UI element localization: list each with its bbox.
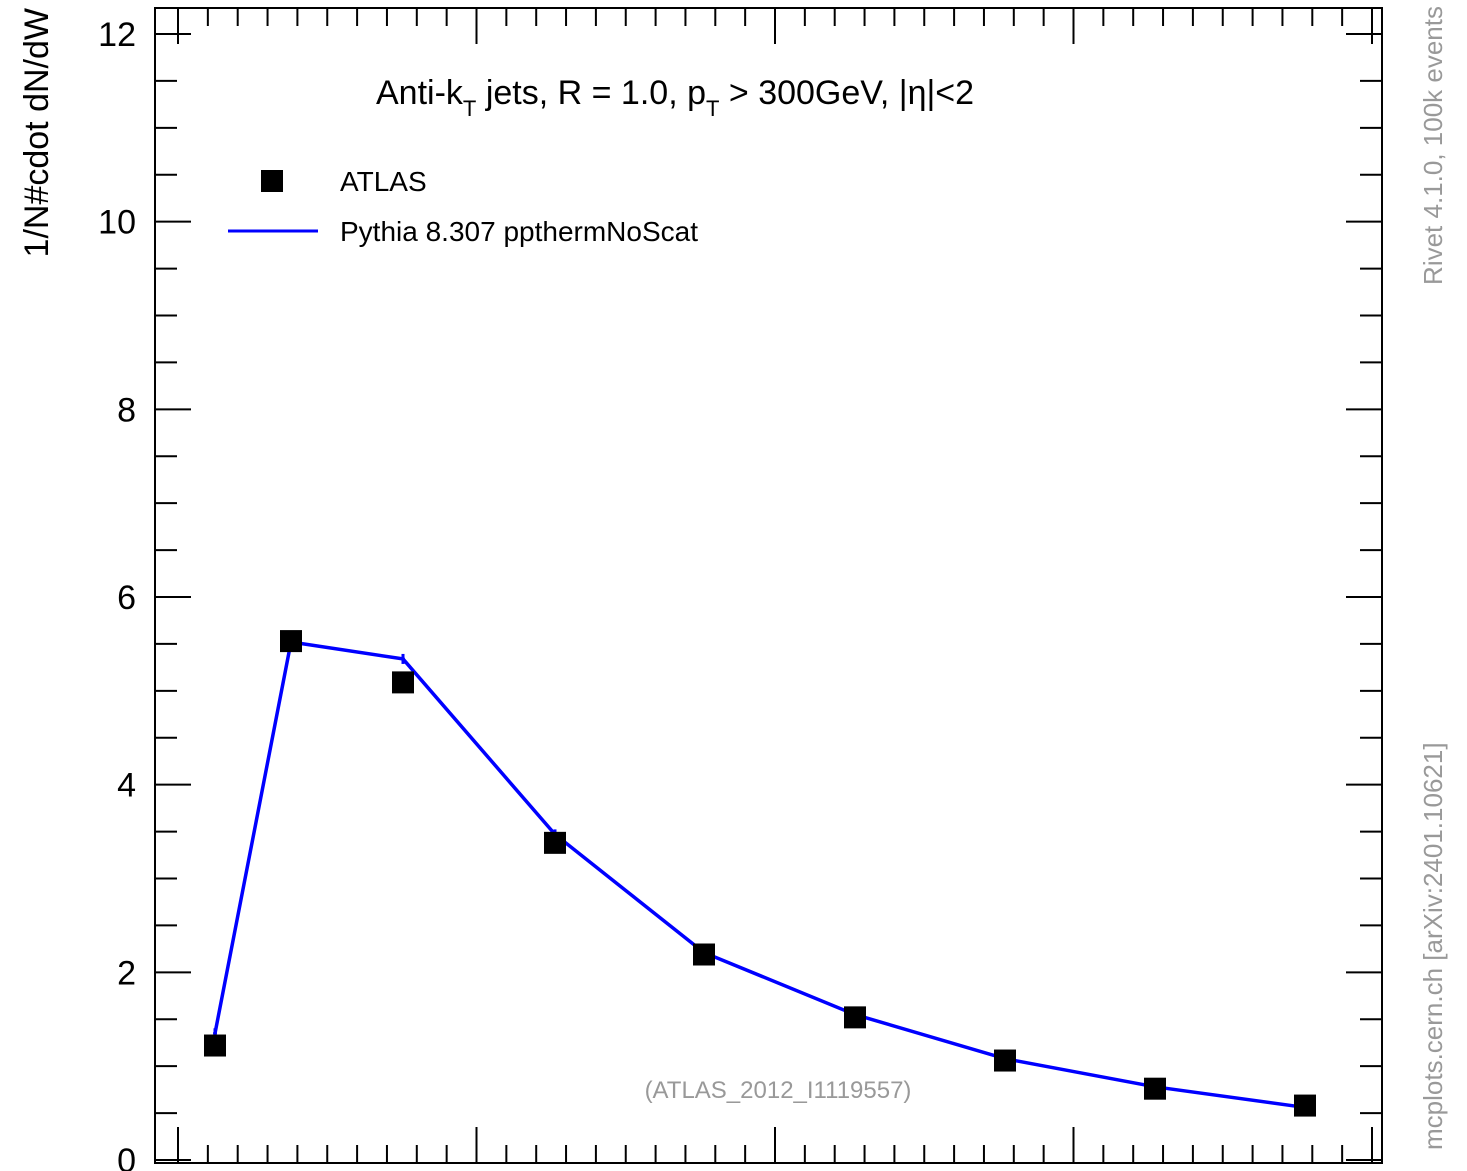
y-tick-labels: 0 2 4 6 8 10 12	[98, 16, 136, 1171]
axis-ticks	[155, 8, 1382, 1163]
pythia-line	[213, 640, 1306, 1110]
atlas-point	[204, 1034, 226, 1057]
y-tick-label: 0	[117, 1142, 136, 1171]
atlas-point	[280, 630, 302, 653]
title-mid: jets, R = 1.0, p	[476, 74, 706, 112]
atlas-point	[994, 1049, 1016, 1072]
y-tick-label: 6	[117, 579, 136, 617]
atlas-point	[1144, 1077, 1166, 1100]
mcplots-source-text: mcplots.cern.ch [arXiv:2401.10621]	[1418, 742, 1448, 1150]
atlas-point	[844, 1006, 866, 1029]
atlas-point	[392, 671, 414, 694]
atlas-point	[693, 943, 715, 966]
legend-marker-atlas	[261, 170, 283, 192]
plot-frame	[154, 7, 1383, 1164]
pythia-point	[213, 1031, 217, 1036]
y-tick-label: 10	[98, 204, 136, 242]
y-tick-label: 8	[117, 391, 136, 429]
title-sub-2: T	[706, 96, 719, 121]
rivet-version-text: Rivet 4.1.0, 100k events	[1418, 6, 1448, 285]
series-pythia	[213, 637, 1307, 1113]
y-tick-label: 12	[98, 16, 136, 54]
analysis-annotation: (ATLAS_2012_I1119557)	[645, 1077, 912, 1104]
legend-label-atlas: ATLAS	[340, 166, 427, 197]
y-tick-label: 4	[117, 767, 136, 805]
series-atlas	[204, 630, 1316, 1117]
atlas-point	[544, 831, 566, 854]
legend: ATLAS Pythia 8.307 ppthermNoScat	[228, 166, 698, 247]
chart-title: Anti-kT jets, R = 1.0, pT > 300GeV, |η|<…	[376, 74, 974, 121]
title-sub-1: T	[463, 96, 476, 121]
title-tail: > 300GeV, |η|<2	[719, 74, 974, 112]
y-axis-label: 1/N#cdot dN/dW	[18, 8, 56, 257]
legend-label-pythia: Pythia 8.307 ppthermNoScat	[340, 216, 698, 247]
atlas-point	[1294, 1094, 1316, 1117]
pythia-point	[401, 656, 405, 661]
title-lead: Anti-k	[376, 74, 464, 112]
y-tick-label: 2	[117, 954, 136, 992]
